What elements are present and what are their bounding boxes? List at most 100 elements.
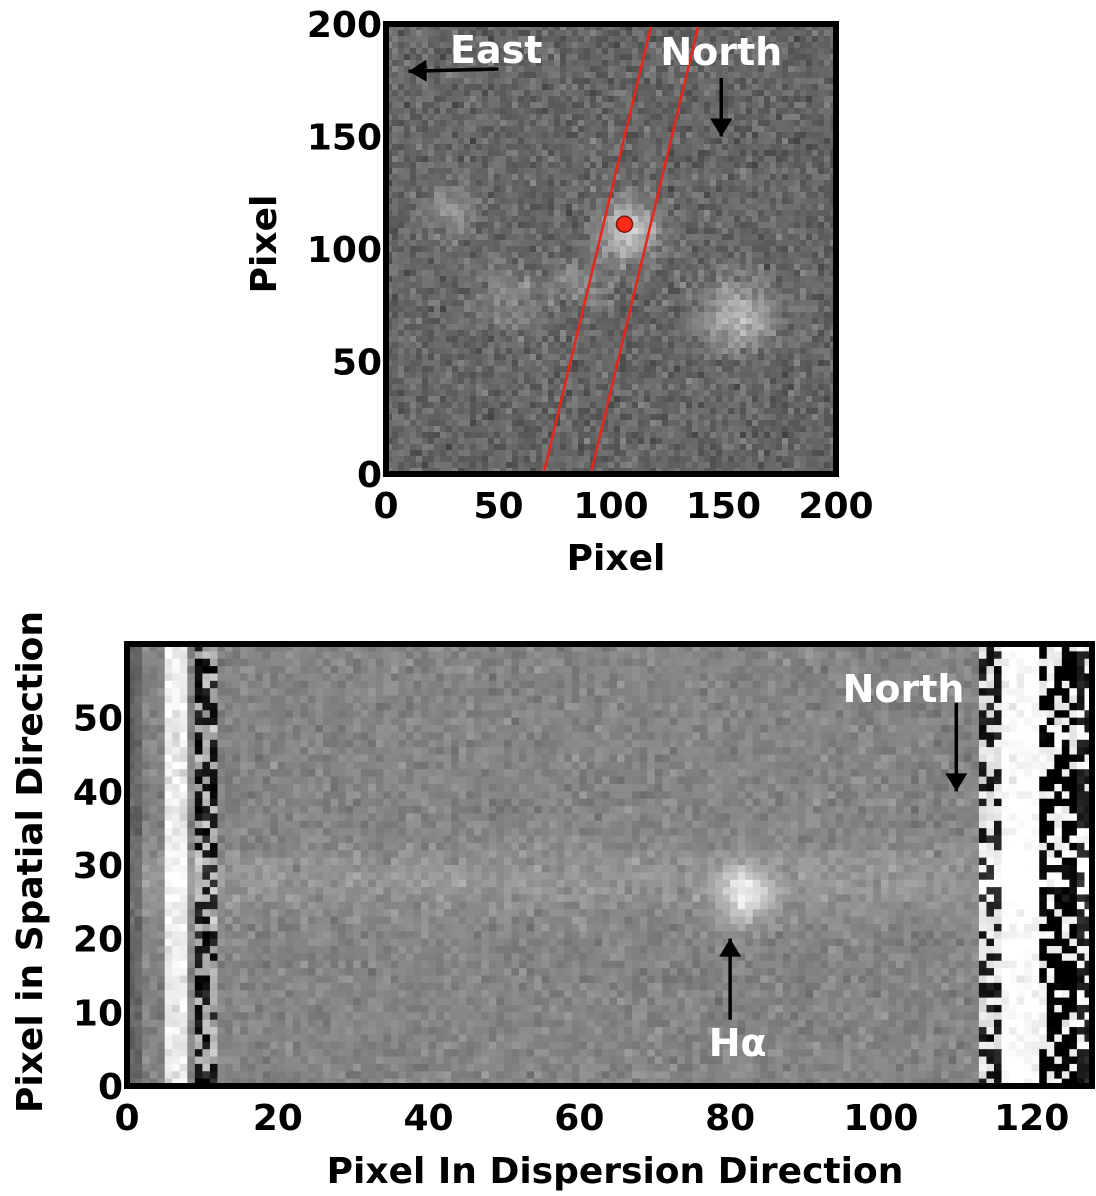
top-image-cell (626, 150, 633, 157)
top-image-cell (668, 60, 675, 67)
top-image-cell (482, 114, 489, 121)
top-image-cell (410, 108, 417, 115)
top-image-cell (416, 408, 423, 415)
top-image-cell (638, 30, 645, 37)
top-image-cell (662, 144, 669, 151)
top-image-cell (620, 168, 627, 175)
top-image-cell (620, 348, 627, 355)
top-image-cell (584, 84, 591, 91)
top-image-cell (602, 126, 609, 133)
top-image-cell (746, 342, 753, 349)
top-image-cell (464, 150, 471, 157)
top-image-cell (506, 330, 513, 337)
top-image-cell (650, 270, 657, 277)
top-image-cell (656, 384, 663, 391)
top-image-cell (500, 300, 507, 307)
top-image-cell (620, 420, 627, 427)
top-image-cell (554, 300, 561, 307)
top-image-cell (440, 324, 447, 331)
top-image-cell (704, 348, 711, 355)
top-image-cell (506, 24, 513, 31)
top-image-cell (422, 264, 429, 271)
top-image-cell (650, 120, 657, 127)
top-image-cell (578, 102, 585, 109)
top-image-cell (626, 408, 633, 415)
top-image-cell (578, 414, 585, 421)
top-image-cell (512, 204, 519, 211)
top-image-cell (650, 342, 657, 349)
top-image-cell (590, 396, 597, 403)
top-image-cell (650, 72, 657, 79)
top-image-cell (734, 78, 741, 85)
top-image-cell (656, 222, 663, 229)
top-image-cell (566, 420, 573, 427)
top-image-cell (512, 36, 519, 43)
top-image-cell (650, 228, 657, 235)
top-image-cell (488, 204, 495, 211)
top-image-cell (590, 138, 597, 145)
top-image-cell (740, 360, 747, 367)
top-image-cell (710, 42, 717, 49)
top-image-cell (500, 414, 507, 421)
top-image-cell (680, 120, 687, 127)
top-image-cell (506, 30, 513, 37)
top-image-cell (674, 360, 681, 367)
top-image-cell (584, 306, 591, 313)
top-image-cell (452, 192, 459, 199)
top-image-cell (500, 240, 507, 247)
top-image-cell (470, 402, 477, 409)
top-image-cell (500, 312, 507, 319)
top-image-cell (734, 54, 741, 61)
top-image-cell (500, 210, 507, 217)
top-image-cell (452, 384, 459, 391)
top-image-cell (752, 72, 759, 79)
top-image-cell (386, 402, 393, 409)
top-image-cell (392, 402, 399, 409)
top-image-cell (782, 210, 789, 217)
top-image-cell (776, 78, 783, 85)
top-image-cell (542, 96, 549, 103)
top-image-cell (716, 24, 723, 31)
top-image-cell (410, 48, 417, 55)
top-image-cell (668, 48, 675, 55)
top-image-cell (638, 312, 645, 319)
top-image-cell (650, 96, 657, 103)
top-image-cell (686, 228, 693, 235)
top-image-cell (722, 66, 729, 73)
top-image-cell (554, 288, 561, 295)
top-image-cell (758, 366, 765, 373)
top-image-cell (794, 234, 801, 241)
top-image-cell (422, 282, 429, 289)
top-image-cell (482, 420, 489, 427)
top-image-cell (716, 66, 723, 73)
top-image-cell (458, 222, 465, 229)
top-image-cell (794, 54, 801, 61)
top-image-cell (476, 222, 483, 229)
top-image-cell (782, 66, 789, 73)
top-image-cell (704, 198, 711, 205)
top-image-cell (770, 282, 777, 289)
top-image-cell (818, 42, 825, 49)
top-image-cell (554, 402, 561, 409)
top-image-cell (704, 306, 711, 313)
top-image-cell (656, 96, 663, 103)
top-image-cell (548, 72, 555, 79)
top-image-cell (662, 342, 669, 349)
top-image-cell (476, 372, 483, 379)
top-image-cell (404, 348, 411, 355)
top-image-cell (410, 276, 417, 283)
top-image-cell (776, 384, 783, 391)
top-image-cell (650, 420, 657, 427)
top-image-cell (392, 156, 399, 163)
top-image-cell (566, 246, 573, 253)
top-image-cell (680, 372, 687, 379)
top-image-cell (470, 90, 477, 97)
top-image-cell (476, 120, 483, 127)
top-image-cell (554, 204, 561, 211)
top-image-cell (398, 198, 405, 205)
top-image-cell (506, 414, 513, 421)
top-image-cell (464, 270, 471, 277)
top-image-cell (662, 240, 669, 247)
top-image-cell (428, 228, 435, 235)
top-image-cell (710, 252, 717, 259)
